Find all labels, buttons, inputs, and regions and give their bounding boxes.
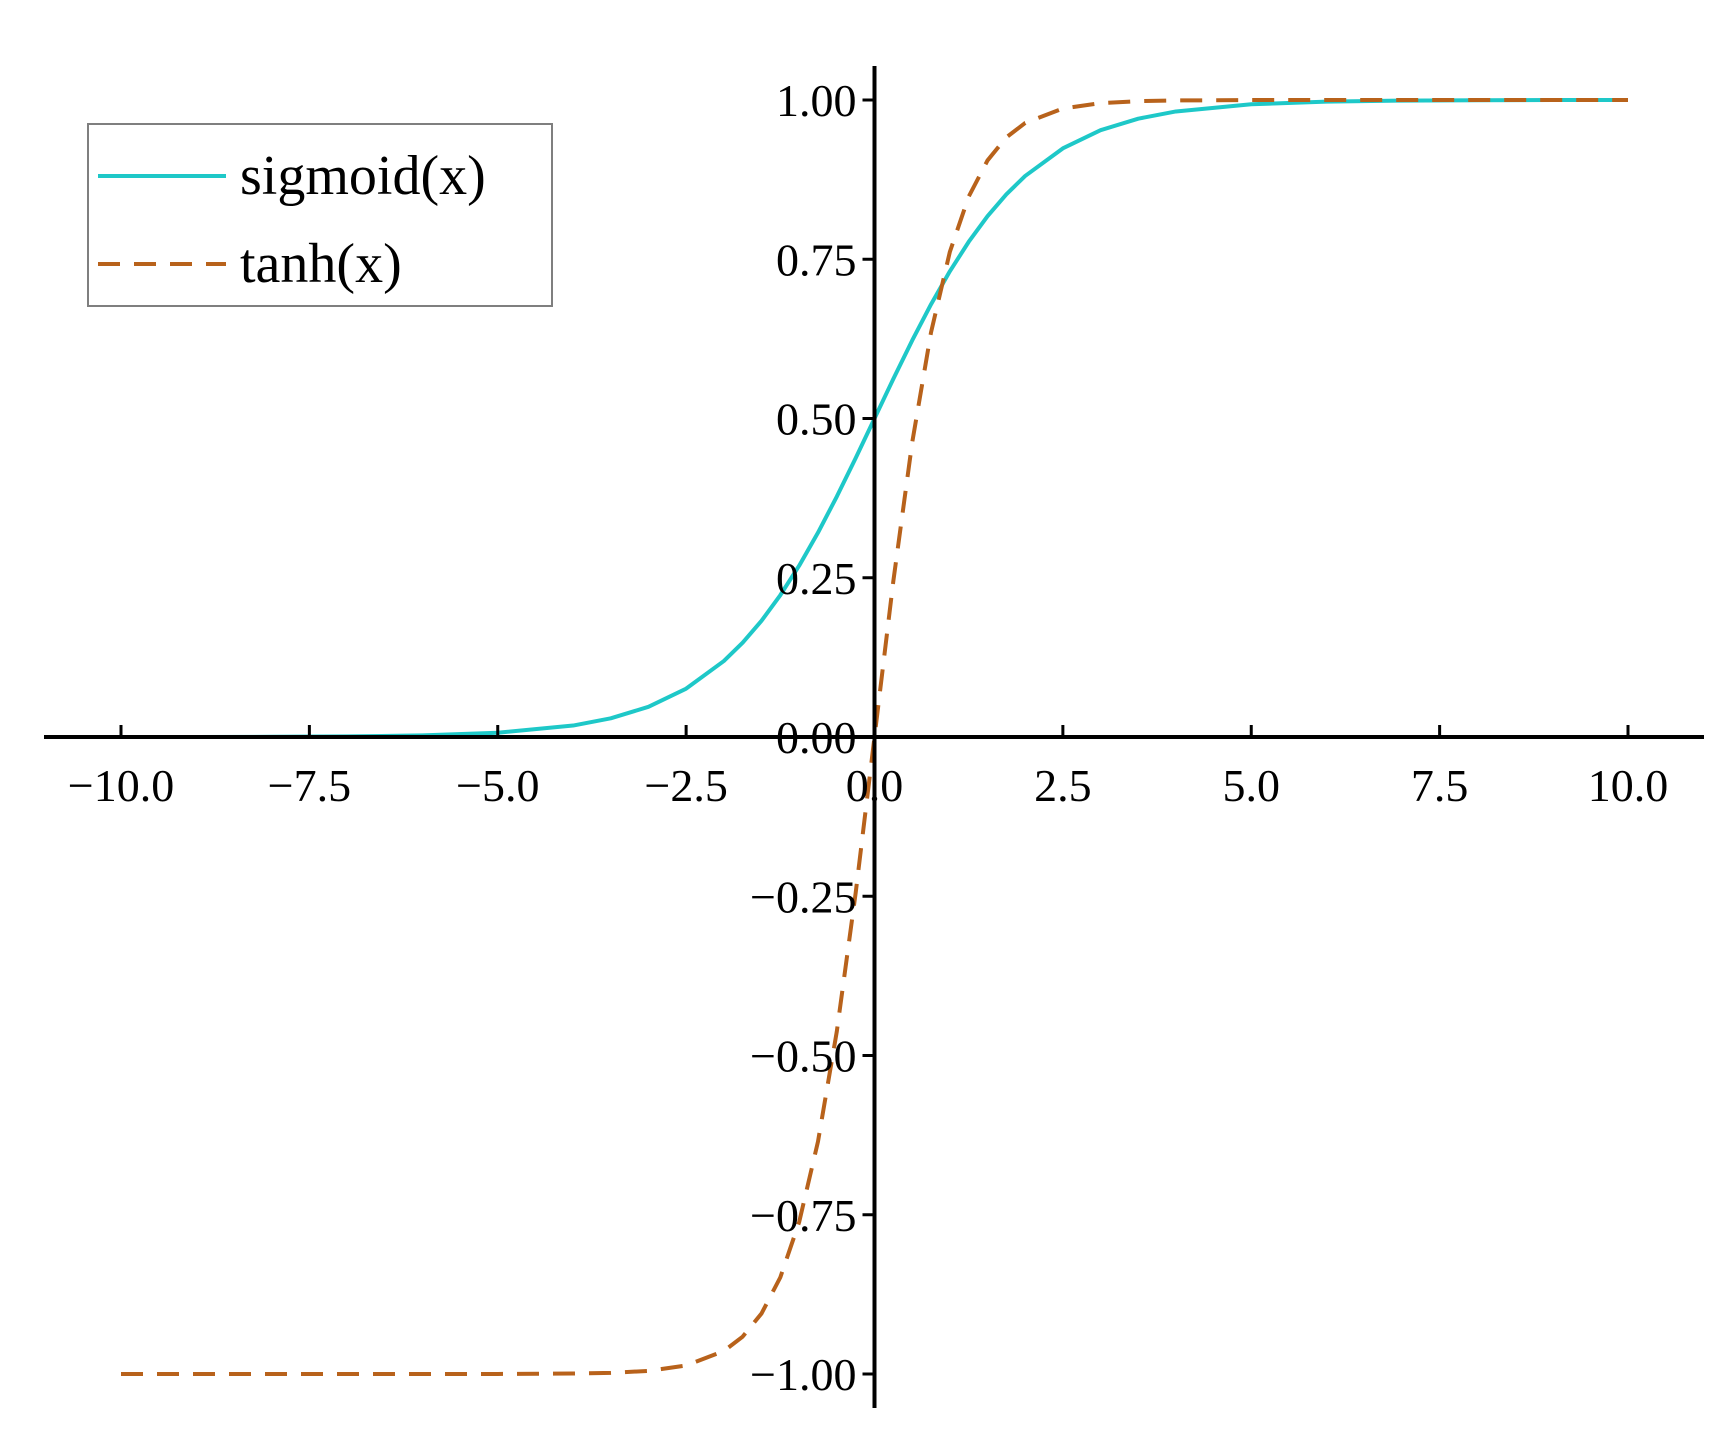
x-tick-label: −7.5	[268, 760, 351, 811]
y-tick-label: 1.00	[776, 75, 857, 126]
y-tick-label: 0.75	[776, 234, 857, 285]
x-tick-label: 7.5	[1411, 760, 1469, 811]
y-tick-label: 0.00	[776, 712, 857, 763]
legend-label-1: tanh(x)	[240, 233, 402, 295]
y-tick-label: −0.75	[750, 1190, 856, 1241]
y-tick-label: 0.25	[776, 553, 857, 604]
x-tick-label: 5.0	[1223, 760, 1281, 811]
ticks: −10.0 −7.5 −5.0 −2.5 0.0 2.5 5.0 7.5 10.0 −1.00 −0…	[68, 75, 1668, 1400]
y-tick-label: −1.00	[750, 1349, 856, 1400]
x-tick-label: 0.0	[846, 760, 904, 811]
x-tick-label: −2.5	[644, 760, 727, 811]
x-tick-label: −10.0	[68, 760, 174, 811]
y-tick-label: −0.50	[750, 1031, 856, 1082]
series-line-1	[121, 98, 1628, 1376]
x-tick-label: 10.0	[1588, 760, 1669, 811]
y-tick-label: −0.25	[750, 871, 856, 922]
x-tick-label: −5.0	[456, 760, 539, 811]
legend-box	[87, 123, 553, 307]
y-tick-label: 0.50	[776, 394, 857, 445]
legend-label-0: sigmoid(x)	[240, 145, 486, 207]
x-tick-label: 2.5	[1034, 760, 1092, 811]
legend: sigmoid(x) tanh(x)	[87, 123, 553, 307]
